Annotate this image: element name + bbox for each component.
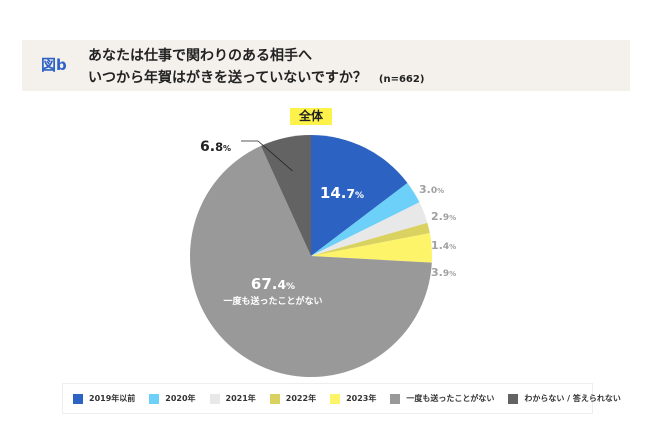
data-label: 67.4% [251,275,295,293]
data-label-unit: % [449,214,456,222]
sample-size: (n=662) [378,74,425,85]
legend-swatch [508,393,519,404]
data-label-value: 67. [251,275,278,293]
data-label-unit: % [286,282,295,292]
legend-label: 2020年 [165,394,196,403]
question-line-2: いつから年賀はがきを送っていないですか？ (n=662) [88,67,424,87]
legend-item: 2023年 [330,393,376,404]
legend-swatch [390,393,401,404]
chart-title: 全体 [290,108,332,125]
data-label: 1.4% [431,239,456,252]
data-label-value: 14. [320,184,347,202]
question-line-1: あなたは仕事で関わりのある相手へ [88,48,312,64]
legend-item: 2021年 [209,393,256,404]
pie-slice-6 [260,135,311,256]
pie-slice-20223 [311,222,430,256]
legend-swatch [73,393,83,404]
legend-swatch [269,393,280,404]
leader-line [241,140,293,172]
question-header: 図b あなたは仕事で関わりのある相手へ いつから年賀はがきを送っていないですか？… [22,40,630,91]
legend-item: わからない / 答えられない [508,393,621,404]
data-label: 14.7% [320,184,364,202]
data-label-value: 3. [431,266,443,279]
data-label: 6.8% [200,139,231,155]
pie-slices [190,135,433,378]
pie-slice-20212 [311,202,428,256]
legend-item: 2019年以前 [73,393,135,404]
question-line-2-text: いつから年賀はがきを送っていないですか？ [88,70,367,86]
data-label-unit: % [449,270,456,278]
legend-item: 2022年 [269,393,317,404]
pie-slice-5 [190,145,432,378]
legend-item: 一度も送ったことがない [390,393,494,404]
data-label: 3.9% [431,266,456,279]
data-label-value: 3. [419,183,431,196]
data-label-unit: % [355,191,364,201]
legend: 2019年以前 2020年 2021年 2022年 2023年 一度も送ったことがない わか… [62,383,621,414]
data-label-value: 2. [431,210,443,223]
legend-swatch [209,393,220,404]
legend-label: 2022年 [285,394,317,403]
pie-slice-20190 [311,135,408,256]
pie-labels: 14.7% 3.0% 2.9% 1.4% 3.9% 67.4% 一度も送ったことがない 6.8… [200,139,456,307]
legend-item: 2020年 [149,393,196,404]
legend-label: 2021年 [225,394,256,403]
legend-swatch [330,393,341,404]
legend-swatch [149,393,160,404]
data-label: 2.9% [431,210,456,223]
data-label-unit: % [449,243,456,251]
legend-label: 一度も送ったことがない [406,394,495,403]
figure-label: 図b [41,56,67,74]
data-label-unit: % [223,144,231,153]
legend-label: わからない / 答えられない [524,394,621,403]
pie-slice-20234 [311,233,433,263]
data-label: 3.0% [419,183,444,196]
pie-slice-20201 [311,182,420,256]
legend-label: 2023年 [346,394,377,403]
data-label-value: 6. [200,139,215,155]
legend-label: 2019年以前 [89,394,136,403]
inner-caption: 一度も送ったことがない [223,295,322,307]
data-label-unit: % [437,187,444,195]
data-label-value: 1. [431,239,443,252]
